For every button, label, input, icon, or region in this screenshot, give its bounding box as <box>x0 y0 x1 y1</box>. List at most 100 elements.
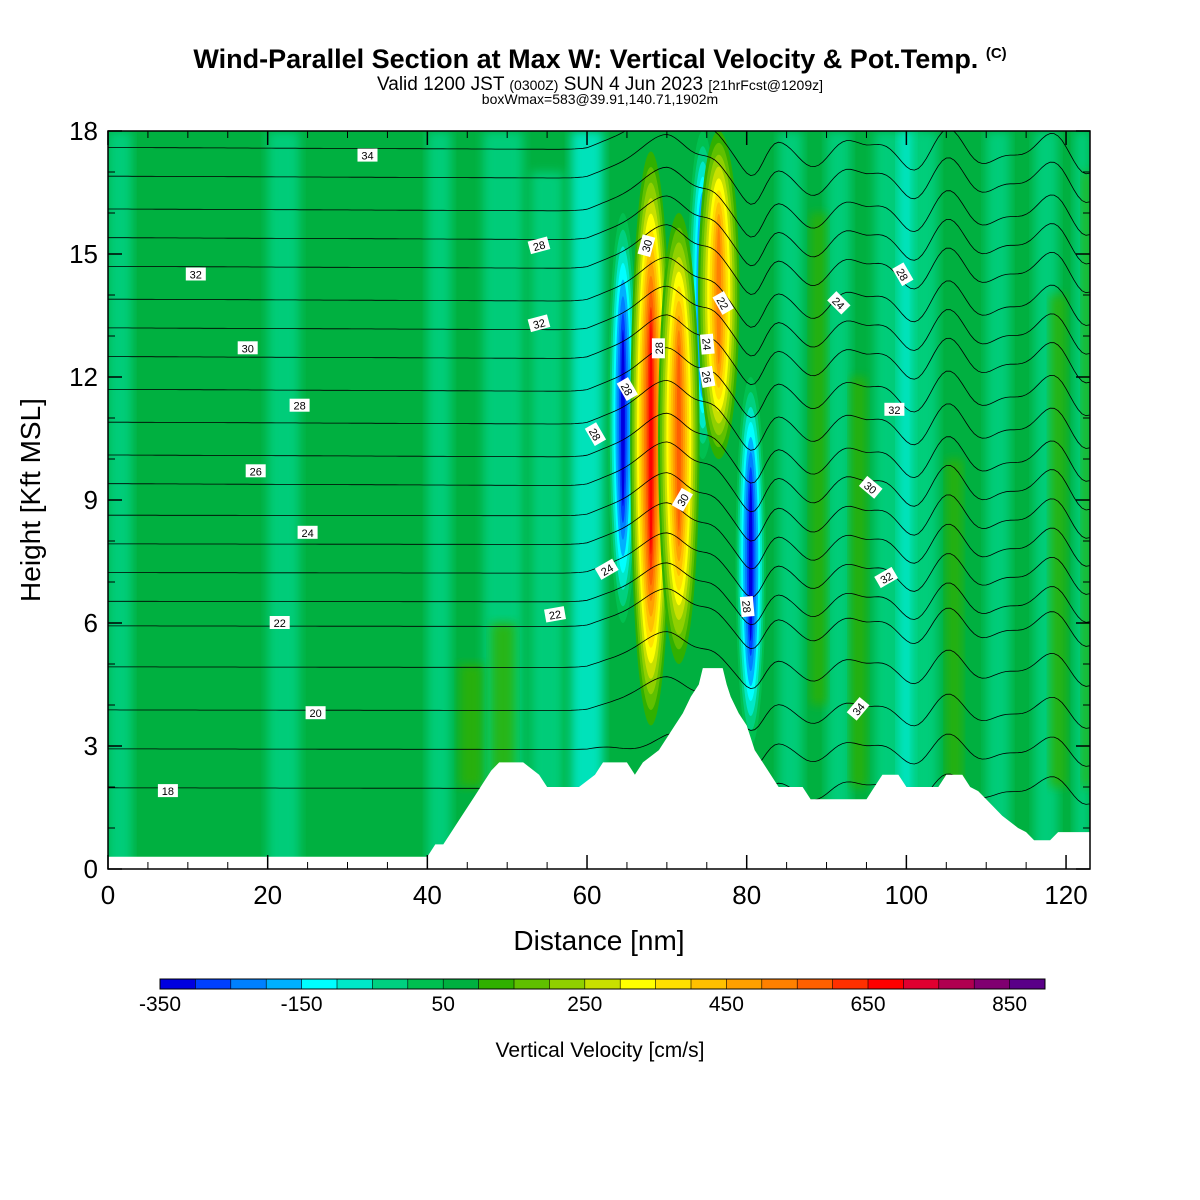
x-tick-label: 0 <box>101 880 115 910</box>
theta-label: 32 <box>527 314 551 333</box>
field-strip <box>1050 295 1067 787</box>
colorbar-tick-label: -150 <box>281 993 323 1016</box>
theta-label-bg <box>594 558 619 580</box>
theta-contour <box>108 285 1090 357</box>
theta-contour <box>108 472 1090 542</box>
x-tick-label: 80 <box>732 880 761 910</box>
updraft-band <box>676 344 681 533</box>
y-tick-label: 12 <box>69 362 98 392</box>
colorbar-tick-label: 850 <box>992 993 1027 1016</box>
theta-label-bg <box>185 267 206 281</box>
theta-label-text: 32 <box>888 405 900 417</box>
theta-label-bg <box>739 596 755 618</box>
colorbar-tick-label: 450 <box>709 993 744 1016</box>
field-strip <box>531 172 564 869</box>
colorbar-swatch <box>761 979 798 989</box>
theta-label-text: 22 <box>714 295 731 312</box>
theta-label: 30 <box>637 234 656 258</box>
theta-label: 24 <box>594 558 619 580</box>
theta-contour <box>108 133 1090 205</box>
theta-label: 34 <box>357 148 378 163</box>
theta-contour <box>108 631 1090 690</box>
colorbar-swatch <box>301 979 338 989</box>
theta-contour <box>108 224 1090 295</box>
x-axis-label: Distance [nm] <box>513 925 684 956</box>
theta-contours <box>108 131 1090 807</box>
theta-label-text: 22 <box>274 618 286 630</box>
theta-label-bg <box>157 784 178 798</box>
copyright-mark: (C) <box>985 45 1007 62</box>
x-tick-label: 20 <box>253 880 282 910</box>
theta-label-text: 32 <box>879 571 896 588</box>
colorbar-swatch <box>832 979 869 989</box>
theta-label-text: 24 <box>301 528 313 540</box>
axes: 0 20 40 60 80 100 120 0 3 6 9 12 15 18 <box>69 116 1090 910</box>
theta-label: 28 <box>892 262 914 287</box>
theta-contour <box>108 314 1090 386</box>
downdraft-band <box>748 481 753 642</box>
theta-label: 22 <box>544 606 566 623</box>
theta-label-bg <box>237 341 258 355</box>
theta-label-text: 24 <box>599 562 616 579</box>
colorbar-swatch <box>620 979 656 989</box>
x-tick-label: 60 <box>573 880 602 910</box>
theta-contour <box>108 412 1090 484</box>
x-tick-label: 120 <box>1044 880 1087 910</box>
field-strip <box>267 131 300 869</box>
field-strip <box>946 459 963 787</box>
theta-label-bg <box>269 616 290 629</box>
theta-label-bg <box>712 291 734 315</box>
theta-contour <box>108 562 1090 626</box>
theta-label: 24 <box>699 333 715 355</box>
theta-label-bg <box>699 365 716 388</box>
field-strip <box>1082 172 1090 787</box>
theta-label: 28 <box>616 377 638 401</box>
theta-label-text: 20 <box>309 708 321 720</box>
theta-label: 24 <box>297 525 318 540</box>
colorbar-swatch <box>443 979 479 989</box>
theta-label-text: 24 <box>699 338 712 351</box>
theta-contour <box>108 347 1090 418</box>
theta-label-text: 30 <box>675 492 692 509</box>
theta-label: 18 <box>157 784 178 798</box>
theta-label-bg <box>297 525 318 539</box>
colorbar: -350 -150 50 250 450 650 850 <box>139 978 1046 1016</box>
y-axis-label: Height [Kft MSL] <box>15 398 46 602</box>
theta-label-text: 26 <box>699 370 713 384</box>
x-tick-label: 100 <box>885 880 928 910</box>
y-tick-label: 0 <box>84 854 98 884</box>
theta-label-bg <box>884 402 905 416</box>
theta-label-text: 28 <box>293 401 305 413</box>
field-strip <box>898 131 915 869</box>
field-strip <box>914 131 939 869</box>
theta-label: 22 <box>269 616 290 630</box>
theta-contour <box>108 379 1090 451</box>
colorbar-swatch <box>230 979 267 989</box>
theta-label-bg <box>858 475 883 499</box>
theta-contour <box>108 441 1090 513</box>
colorbar-swatch <box>584 979 621 989</box>
colorbar-swatch <box>868 979 904 989</box>
colorbar-swatch <box>691 979 727 989</box>
theta-label-bg <box>827 291 851 315</box>
theta-label-bg <box>305 706 326 720</box>
theta-label-text: 32 <box>532 317 547 332</box>
theta-contour <box>108 676 1090 731</box>
theta-label-text: 28 <box>893 267 910 284</box>
theta-label-bg <box>544 606 566 623</box>
velocity-field <box>108 131 1090 869</box>
theta-label: 28 <box>527 236 551 255</box>
chart-subtitle: Valid 1200 JST (0300Z) SUN 4 Jun 2023 [2… <box>0 74 1200 96</box>
theta-label-text: 26 <box>250 466 262 478</box>
valid-time: Valid 1200 JST <box>376 74 505 95</box>
terrain <box>108 668 1090 869</box>
theta-label-bg <box>289 398 310 412</box>
chart-title-text: Wind-Parallel Section at Max W: Vertical… <box>193 44 979 74</box>
theta-label-bg <box>584 422 607 447</box>
theta-label-bg <box>699 333 715 355</box>
theta-label-bg <box>527 314 551 333</box>
theta-label: 26 <box>245 464 266 478</box>
colorbar-swatch <box>337 979 373 989</box>
theta-label: 28 <box>289 398 310 413</box>
